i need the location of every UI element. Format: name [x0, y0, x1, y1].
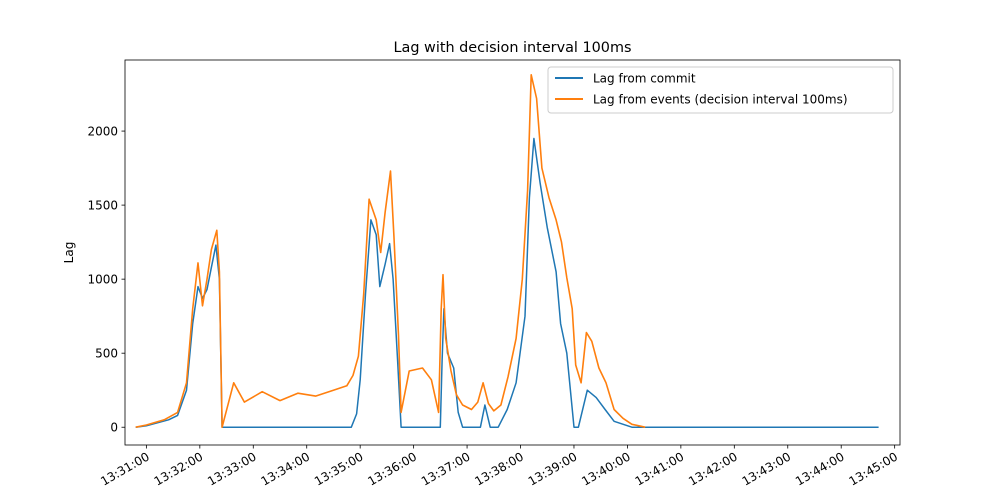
- legend-label-events: Lag from events (decision interval 100ms…: [593, 93, 848, 107]
- y-axis: 0 500 1000 1500 2000: [87, 124, 125, 435]
- legend-box: [547, 66, 894, 114]
- series-line-commit: [135, 137, 879, 428]
- series-line-events: [135, 74, 646, 429]
- legend-label-commit: Lag from commit: [593, 72, 696, 86]
- legend: Lag from commit Lag from events (decisio…: [547, 66, 894, 114]
- y-tick-label: 500: [95, 346, 118, 360]
- plot-frame: [124, 59, 901, 446]
- plot-area: [135, 74, 879, 429]
- y-tick-label: 1000: [87, 272, 118, 286]
- y-tick-label: 2000: [87, 124, 118, 138]
- y-tick-label: 1500: [87, 198, 118, 212]
- y-axis-label: Lag: [62, 242, 76, 264]
- y-tick-label: 0: [110, 421, 118, 435]
- chart-title: Lag with decision interval 100ms: [394, 40, 632, 56]
